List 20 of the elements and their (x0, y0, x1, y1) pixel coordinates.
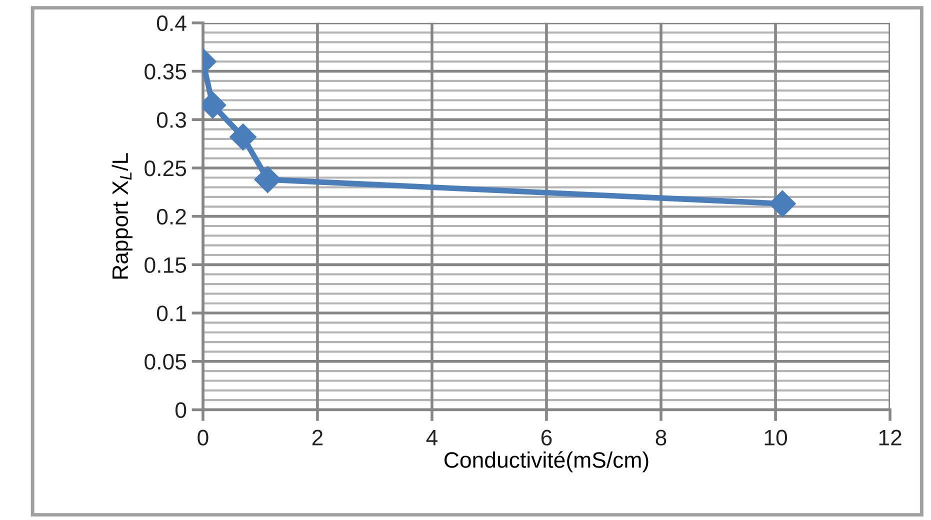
x-tick-label: 6 (541, 430, 552, 446)
point (230, 124, 256, 150)
x-tick-label: 0 (198, 430, 208, 446)
y-tick-label: 0.1 (156, 306, 186, 322)
y-tick-label: 0.25 (144, 160, 186, 176)
y-tick-label: 0.35 (144, 64, 186, 80)
x-tick-label: 8 (656, 430, 666, 446)
point (254, 166, 282, 194)
y-tick-label: 0.2 (156, 208, 186, 225)
x-tick-label: 10 (764, 430, 788, 446)
x-tick-label: 4 (426, 430, 438, 446)
y-tick-label: 0.15 (144, 257, 186, 273)
y-axis-title: Rapport X$_{L}$/L (112, 153, 132, 279)
y-tick-label: 0 (175, 402, 186, 418)
x-tick-label: 2 (312, 430, 323, 446)
y-tick-label: 0.4 (156, 15, 186, 32)
x-axis-title: Conductivité(mS/cm) (444, 451, 648, 472)
y-tick-label: 0.3 (156, 112, 186, 128)
x-tick-label: 12 (879, 430, 902, 446)
y-tick-label: 0.05 (144, 354, 186, 370)
